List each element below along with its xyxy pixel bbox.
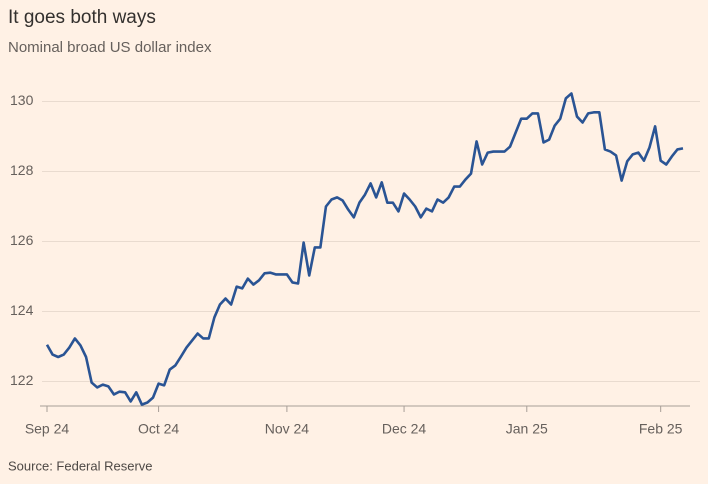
y-tick-label: 130	[10, 92, 34, 108]
source-note: Source: Federal Reserve	[8, 458, 153, 473]
x-tick-label: Jan 25	[506, 421, 548, 437]
y-tick-label: 122	[10, 372, 34, 388]
y-tick-label: 124	[10, 302, 34, 318]
chart-subtitle: Nominal broad US dollar index	[8, 39, 212, 56]
x-tick-label: Feb 25	[639, 421, 683, 437]
x-tick-label: Dec 24	[382, 421, 427, 437]
y-tick-label: 128	[10, 162, 34, 178]
chart-title: It goes both ways	[8, 7, 156, 28]
x-tick-label: Sep 24	[25, 421, 70, 437]
y-tick-label: 126	[10, 232, 34, 248]
x-tick-label: Nov 24	[265, 421, 310, 437]
x-tick-label: Oct 24	[138, 421, 179, 437]
data-line	[45, 92, 684, 406]
